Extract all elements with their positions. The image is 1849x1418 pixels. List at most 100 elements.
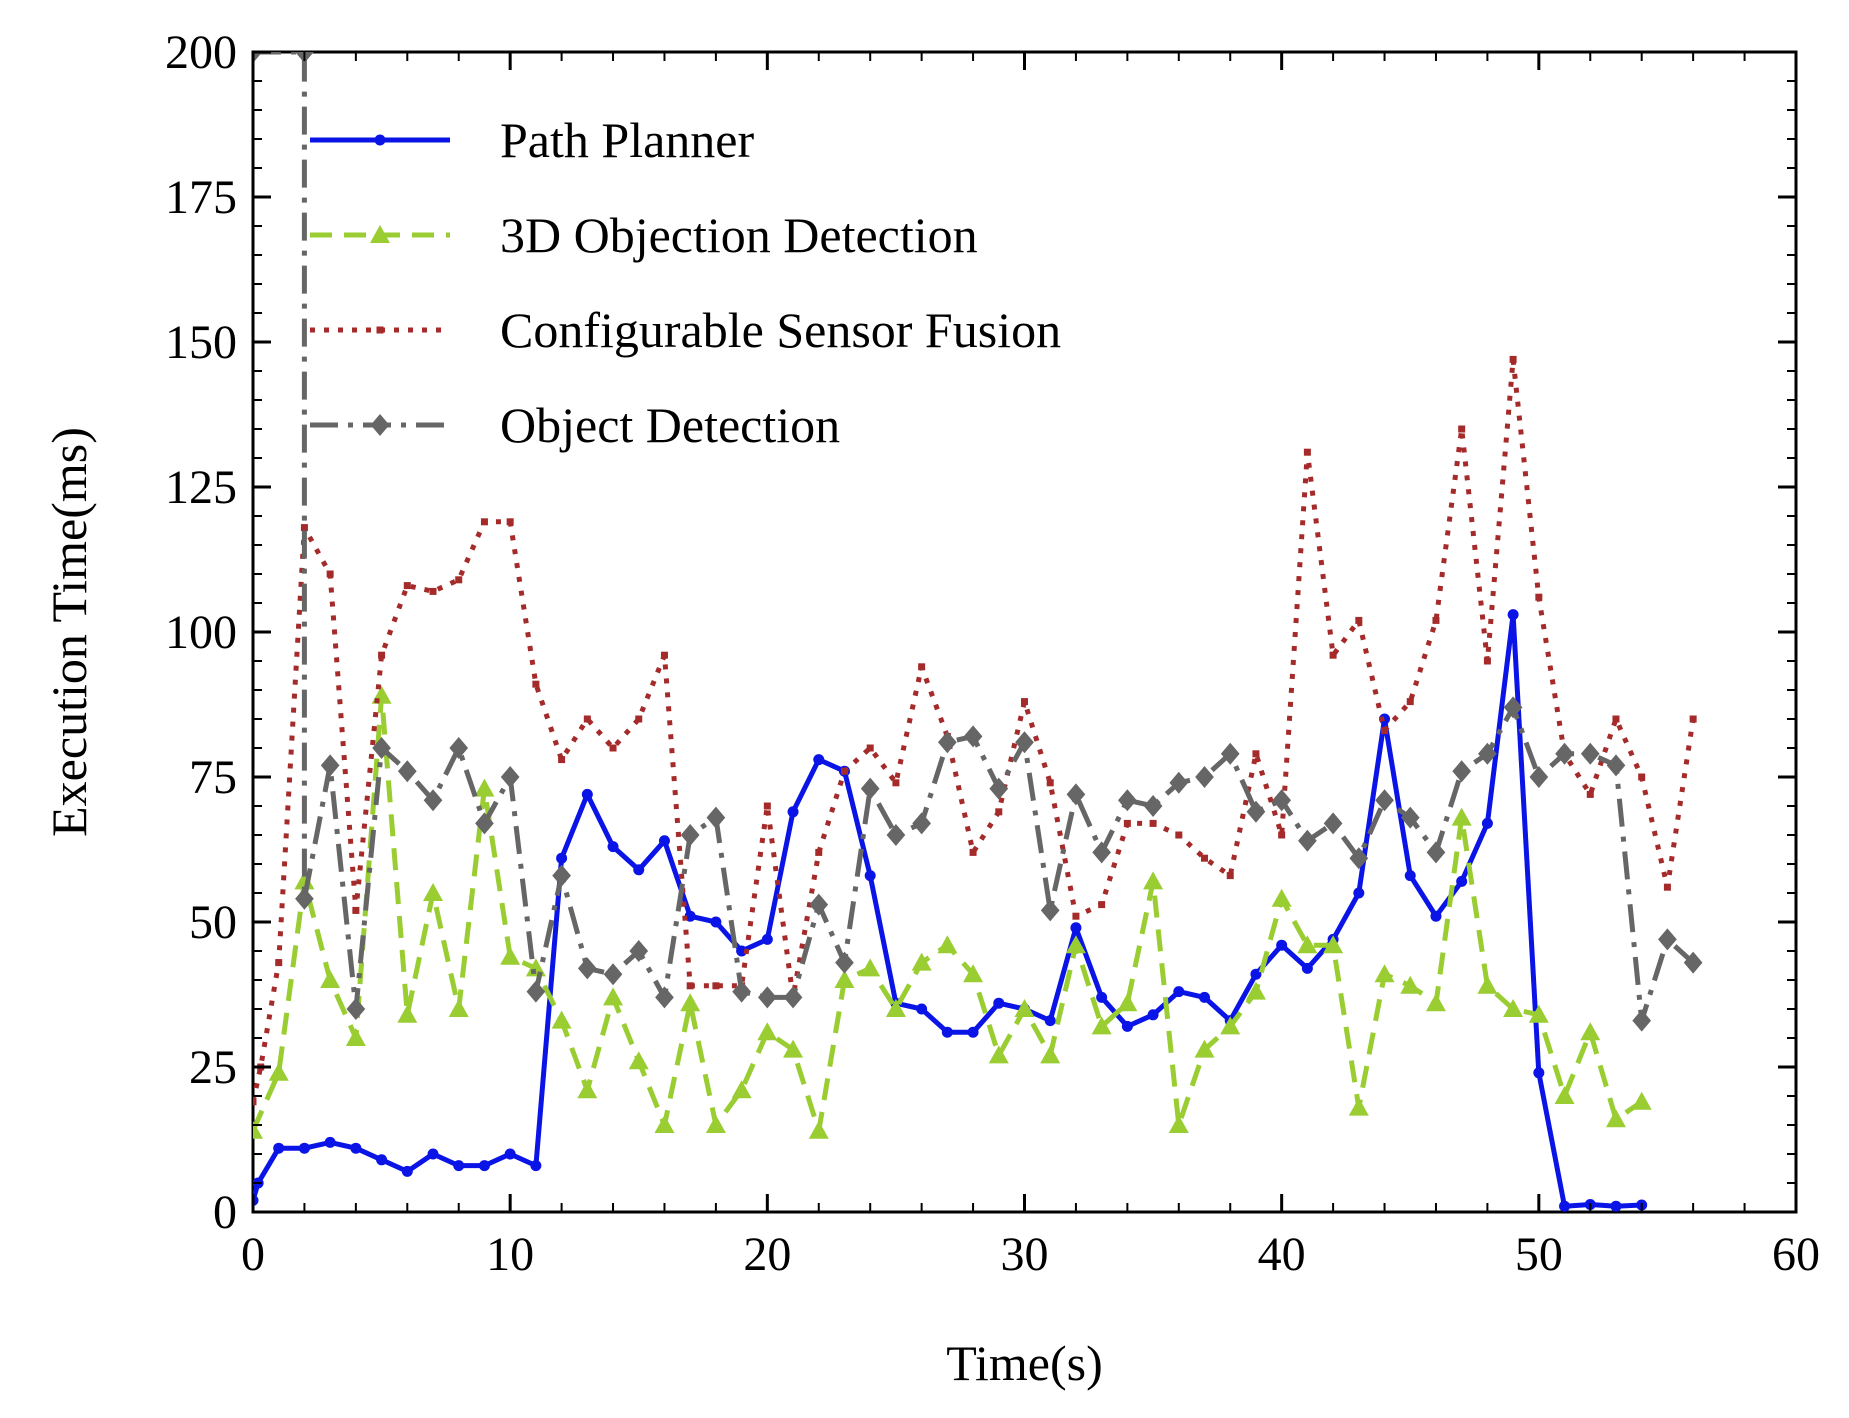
data-point-3d-objection-detection — [1477, 975, 1498, 994]
data-point-object-detection — [706, 806, 726, 829]
data-point-3d-objection-detection — [500, 946, 521, 965]
data-point-path-planner — [607, 841, 619, 853]
legend-label: Path Planner — [500, 112, 754, 168]
data-point-3d-objection-detection — [1091, 1016, 1112, 1035]
data-point-configurable-sensor-fusion — [763, 802, 771, 810]
x-tick-label: 20 — [743, 1228, 791, 1281]
data-point-path-planner — [1430, 910, 1442, 922]
data-point-path-planner — [1096, 991, 1108, 1003]
data-point-object-detection — [655, 986, 674, 1009]
data-point-3d-objection-detection — [860, 958, 881, 977]
data-point-path-planner — [530, 1160, 542, 1172]
data-point-path-planner — [1456, 875, 1468, 887]
data-point-path-planner — [1044, 1015, 1056, 1027]
data-point-path-planner — [967, 1026, 979, 1038]
data-point-3d-objection-detection — [1065, 935, 1086, 954]
legend-item-configurable-sensor-fusion: Configurable Sensor Fusion — [310, 302, 1061, 358]
data-point-3d-objection-detection — [1580, 1022, 1601, 1041]
data-point-object-detection — [577, 957, 597, 980]
data-point-object-detection — [552, 864, 571, 887]
data-point-object-detection — [1426, 841, 1446, 864]
ticks-layer — [251, 50, 1798, 1214]
data-point-object-detection — [295, 887, 314, 910]
data-point-path-planner — [376, 1154, 388, 1166]
data-point-configurable-sensor-fusion — [1638, 773, 1646, 781]
y-tick-label: 125 — [165, 461, 237, 514]
legend-label: Object Detection — [500, 397, 840, 453]
data-point-object-detection — [757, 986, 777, 1009]
data-point-configurable-sensor-fusion — [506, 518, 514, 526]
x-tick-label: 30 — [1001, 1228, 1049, 1281]
data-point-object-detection — [1195, 766, 1214, 788]
data-point-path-planner — [1610, 1200, 1622, 1212]
data-point-configurable-sensor-fusion — [1252, 750, 1260, 758]
data-point-configurable-sensor-fusion — [352, 906, 360, 914]
data-point-3d-objection-detection — [705, 1115, 726, 1133]
data-point-path-planner — [1301, 962, 1313, 974]
data-point-path-planner — [1121, 1020, 1133, 1032]
data-point-object-detection — [1066, 783, 1086, 806]
data-point-3d-objection-detection — [1168, 1115, 1189, 1133]
data-point-object-detection — [500, 766, 520, 788]
data-point-3d-objection-detection — [320, 970, 341, 988]
data-point-path-planner — [1199, 991, 1211, 1003]
y-axis-label: Execution Time(ms) — [41, 427, 97, 837]
data-point-3d-objection-detection — [963, 964, 984, 983]
data-point-configurable-sensor-fusion — [866, 744, 874, 752]
data-point-object-detection — [475, 812, 494, 835]
data-point-configurable-sensor-fusion — [275, 959, 283, 967]
data-point-configurable-sensor-fusion — [378, 651, 386, 659]
data-point-3d-objection-detection — [1271, 888, 1292, 907]
data-point-3d-objection-detection — [603, 987, 624, 1006]
data-point-path-planner — [736, 945, 748, 957]
data-point-3d-objection-detection — [757, 1022, 778, 1041]
y-tick-label: 25 — [189, 1041, 237, 1094]
data-point-path-planner — [710, 916, 722, 928]
data-point-object-detection — [1040, 899, 1060, 922]
data-point-object-detection — [1298, 829, 1317, 852]
series-line-path-planner — [253, 612, 1642, 1209]
data-point-3d-objection-detection — [253, 1120, 263, 1139]
data-point-3d-objection-detection — [1040, 1045, 1061, 1064]
x-tick-label: 50 — [1515, 1228, 1563, 1281]
data-point-object-detection — [1323, 812, 1343, 835]
data-point-configurable-sensor-fusion — [609, 744, 617, 752]
legend-item-object-detection: Object Detection — [310, 397, 840, 453]
data-point-object-detection — [1452, 760, 1472, 783]
data-point-configurable-sensor-fusion — [403, 582, 411, 590]
data-point-path-planner — [324, 1136, 336, 1148]
data-point-path-planner — [941, 1026, 953, 1038]
legend-marker — [370, 225, 390, 243]
data-point-path-planner — [1353, 887, 1365, 899]
y-tick-label: 0 — [213, 1186, 237, 1239]
data-point-path-planner — [1147, 1009, 1159, 1021]
legend-marker — [376, 326, 384, 334]
data-point-configurable-sensor-fusion — [1303, 448, 1311, 456]
data-point-configurable-sensor-fusion — [532, 680, 540, 688]
data-point-path-planner — [581, 788, 593, 800]
data-point-3d-objection-detection — [1014, 999, 1035, 1017]
data-point-3d-objection-detection — [1631, 1091, 1652, 1110]
series-layer — [253, 52, 1703, 1212]
data-point-path-planner — [633, 864, 645, 876]
data-point-path-planner — [1173, 986, 1185, 998]
data-point-configurable-sensor-fusion — [1072, 912, 1080, 920]
data-point-configurable-sensor-fusion — [455, 576, 463, 584]
legend-label: 3D Objection Detection — [500, 207, 978, 263]
data-point-object-detection — [1246, 800, 1266, 823]
data-point-object-detection — [1606, 754, 1626, 777]
data-point-3d-objection-detection — [1451, 807, 1472, 826]
x-tick-label: 60 — [1772, 1228, 1820, 1281]
data-point-object-detection — [1272, 789, 1292, 812]
data-point-3d-objection-detection — [474, 778, 495, 797]
data-point-path-planner — [813, 754, 825, 766]
data-point-configurable-sensor-fusion — [1535, 593, 1543, 601]
data-point-3d-objection-detection — [268, 1062, 289, 1081]
data-point-3d-objection-detection — [525, 958, 546, 977]
data-point-3d-objection-detection — [1194, 1039, 1215, 1058]
data-point-object-detection — [423, 789, 443, 812]
data-point-path-planner — [1379, 713, 1391, 725]
data-point-path-planner — [453, 1160, 465, 1172]
legend-marker — [374, 134, 386, 146]
